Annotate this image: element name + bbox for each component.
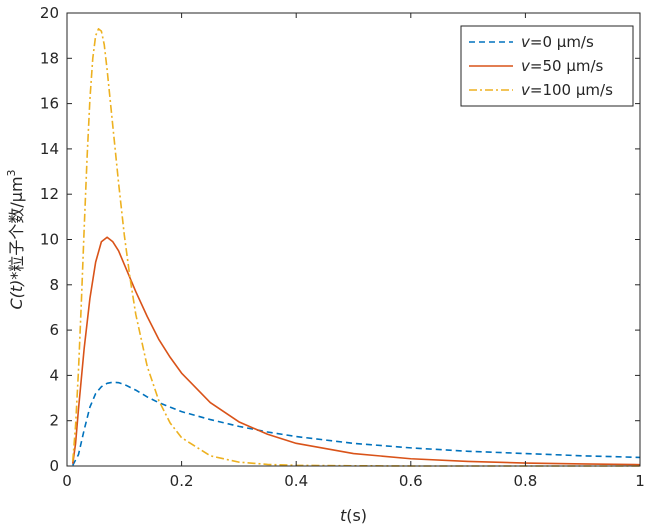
y-axis-title: C(t)*粒子个数/μm3 xyxy=(5,169,26,309)
y-tick-label: 10 xyxy=(40,231,59,249)
legend-label-3: v=100 μm/s xyxy=(521,81,613,99)
y-tick-label: 16 xyxy=(40,95,59,113)
legend-label-2: v=50 μm/s xyxy=(521,57,604,75)
x-tick-label: 1 xyxy=(635,472,645,490)
legend-label-1: v=0 μm/s xyxy=(521,33,594,51)
y-axis-variable: C(t) xyxy=(7,280,26,310)
x-tick-label: 0.2 xyxy=(170,472,194,490)
x-tick-label: 0.4 xyxy=(284,472,308,490)
y-axis-superscript: 3 xyxy=(5,169,18,176)
legend: v=0 μm/sv=50 μm/sv=100 μm/s xyxy=(460,25,634,107)
legend-variable: v xyxy=(521,57,531,75)
series-line-2 xyxy=(71,236,641,466)
y-axis-description: *粒子个数/μm xyxy=(7,176,26,279)
x-axis-title: t(s) xyxy=(340,506,367,525)
x-tick-label: 0 xyxy=(62,472,72,490)
y-tick-label: 0 xyxy=(49,457,59,475)
legend-variable: v xyxy=(521,81,531,99)
legend-variable: v xyxy=(521,33,531,51)
x-axis-variable: t xyxy=(340,506,347,525)
y-tick-label: 2 xyxy=(49,412,59,430)
x-tick-label: 0.6 xyxy=(399,472,423,490)
legend-value: =100 μm/s xyxy=(530,81,613,99)
x-axis-unit: (s) xyxy=(346,506,367,525)
y-tick-label: 14 xyxy=(40,140,59,158)
y-tick-label: 12 xyxy=(40,185,59,203)
x-tick-label: 0.8 xyxy=(513,472,537,490)
series-line-1 xyxy=(72,381,641,466)
y-tick-label: 4 xyxy=(49,366,59,384)
y-tick-label: 18 xyxy=(40,49,59,67)
y-tick-label: 6 xyxy=(49,321,59,339)
y-tick-label: 8 xyxy=(49,276,59,294)
legend-value: =50 μm/s xyxy=(530,57,604,75)
legend-value: =0 μm/s xyxy=(530,33,594,51)
y-tick-label: 20 xyxy=(40,4,59,22)
